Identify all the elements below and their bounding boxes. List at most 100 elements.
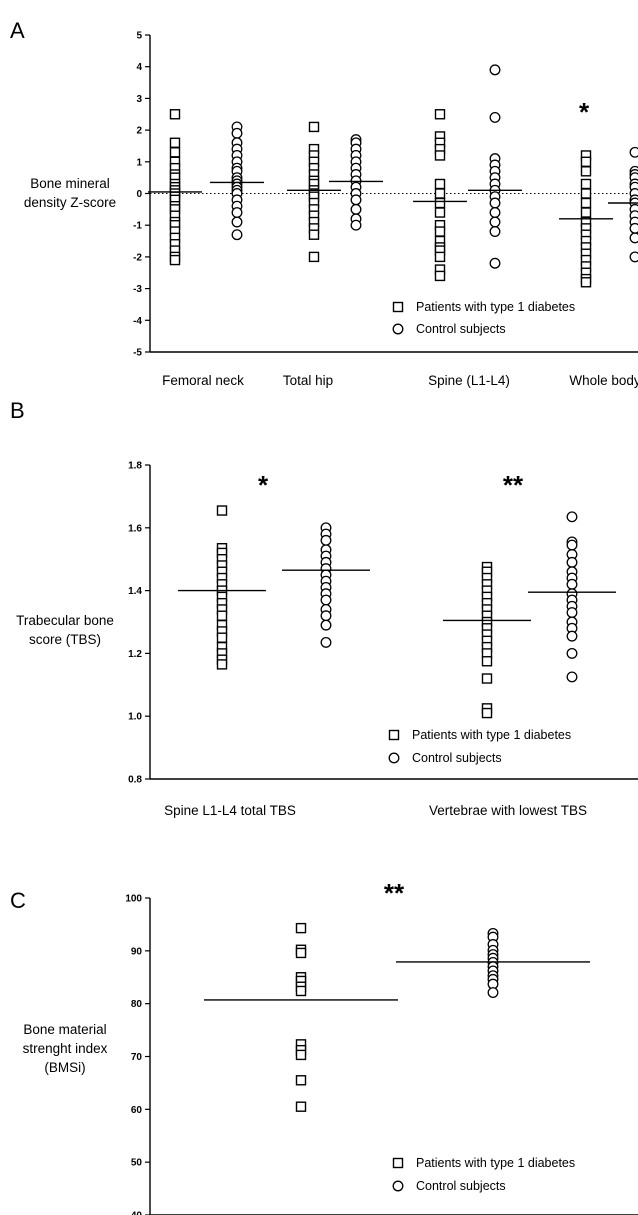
patient-point	[434, 109, 446, 120]
control-point	[629, 222, 638, 234]
legend-square-icon	[392, 1157, 404, 1169]
y-tick-label: 80	[131, 999, 143, 1010]
patient-point	[481, 656, 493, 667]
patient-point	[295, 1101, 307, 1112]
control-point	[320, 610, 332, 622]
significance-marker: **	[503, 470, 524, 500]
x-category-label: Spine (L1-L4)	[428, 373, 510, 388]
panel-b: B 1.8 1.6 1.4 1.2 1.0 0.8 Trabecular bone score …	[10, 398, 638, 818]
patient-point	[580, 207, 592, 218]
legend-square-icon	[388, 729, 400, 741]
legend-label: Patients with type 1 diabetes	[416, 1156, 575, 1170]
significance-marker: **	[384, 878, 405, 908]
y-tick-label: 100	[125, 894, 142, 905]
legend-label: Control subjects	[416, 322, 506, 336]
significance-marker: *	[579, 97, 590, 127]
patient-point	[216, 659, 228, 670]
patient-point	[169, 147, 181, 158]
control-point	[489, 197, 501, 209]
patient-point	[308, 121, 320, 133]
patient-point	[169, 254, 181, 266]
legend: Patients with type 1 diabetes Control sub…	[388, 728, 571, 765]
patient-point	[481, 707, 493, 719]
panel-letter: B	[10, 398, 25, 423]
significance-marker: *	[258, 470, 269, 500]
patient-point	[434, 178, 446, 190]
patient-point	[481, 673, 493, 684]
patient-point	[295, 985, 307, 997]
control-point	[231, 216, 243, 228]
control-point	[320, 534, 332, 546]
y-tick-label: 70	[131, 1052, 143, 1063]
patient-point	[308, 251, 320, 263]
y-tick-label: 1.4	[128, 586, 142, 597]
control-point	[489, 226, 501, 237]
patient-point	[580, 277, 592, 288]
x-category-label: Total hip	[283, 373, 333, 388]
patient-point	[308, 229, 320, 240]
control-point	[231, 229, 243, 241]
patient-point	[216, 632, 228, 643]
control-point	[629, 146, 638, 158]
legend-circle-icon	[392, 323, 404, 335]
panel-letter: A	[10, 18, 25, 43]
y-tick-label: -5	[133, 348, 142, 359]
patient-point	[169, 137, 181, 148]
patient-point	[295, 922, 307, 934]
y-tick-label: -4	[133, 316, 142, 327]
patient-point	[434, 270, 446, 282]
control-point	[489, 207, 501, 218]
legend-label: Patients with type 1 diabetes	[412, 728, 571, 742]
legend-label: Patients with type 1 diabetes	[416, 300, 575, 314]
y-tick-label: 4	[136, 62, 142, 73]
control-point	[566, 630, 578, 642]
control-point	[566, 511, 578, 523]
y-tick-label: 0	[136, 189, 142, 200]
legend: Patients with type 1 diabetes Control sub…	[392, 1156, 575, 1193]
x-category-label: Whole body	[569, 373, 638, 388]
control-point	[566, 539, 578, 551]
y-tick-label: -2	[133, 252, 142, 263]
x-category-label: Spine L1-L4 total TBS	[164, 803, 296, 818]
control-point	[489, 111, 501, 123]
y-axis-label: density Z-score	[24, 195, 116, 210]
legend-label: Control subjects	[412, 751, 502, 765]
patient-point	[434, 188, 446, 199]
control-point	[350, 203, 362, 215]
control-point	[231, 127, 243, 139]
control-point	[489, 257, 501, 269]
control-point	[566, 647, 578, 659]
patient-point	[216, 505, 228, 516]
y-tick-label: 40	[131, 1211, 143, 1215]
control-point	[566, 671, 578, 683]
patient-point	[580, 178, 592, 190]
y-tick-label: 1.2	[128, 649, 142, 660]
legend-circle-icon	[392, 1180, 404, 1192]
y-axis-label: Trabecular bone	[16, 613, 114, 628]
y-tick-label: 90	[131, 946, 143, 957]
patient-point	[580, 156, 592, 168]
panel-a: A 5 4 3 2 1 0 -1 -2 -3 -4 -5 Bone mineral density Z-s…	[10, 18, 638, 388]
control-point	[320, 636, 332, 648]
control-point	[350, 194, 362, 206]
control-point	[231, 207, 243, 218]
patient-point	[434, 197, 446, 209]
legend-label: Control subjects	[416, 1179, 506, 1193]
control-point	[566, 578, 578, 590]
y-axis-label: score (TBS)	[29, 632, 101, 647]
control-point	[320, 619, 332, 631]
control-point	[489, 64, 501, 76]
patient-point	[580, 188, 592, 199]
y-tick-label: 60	[131, 1105, 143, 1116]
patient-point	[295, 1075, 307, 1086]
y-tick-label: 0.8	[128, 775, 142, 786]
y-tick-label: 1.0	[128, 712, 142, 723]
control-point	[566, 607, 578, 619]
y-tick-label: -3	[133, 284, 142, 295]
panel-letter: C	[10, 888, 26, 913]
patient-point	[434, 150, 446, 161]
control-point	[566, 556, 578, 568]
y-tick-label: -1	[133, 221, 142, 232]
patient-point	[580, 166, 592, 177]
